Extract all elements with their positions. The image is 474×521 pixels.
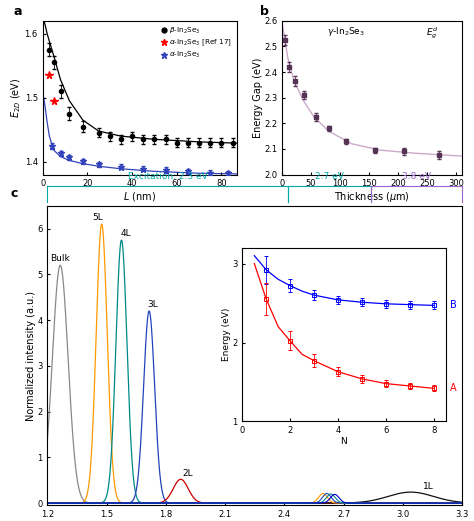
X-axis label: N: N [341, 437, 347, 446]
Text: Bulk: Bulk [50, 254, 70, 263]
Y-axis label: Energy Gap (eV): Energy Gap (eV) [253, 57, 263, 138]
X-axis label: Thickness ($\mu$m): Thickness ($\mu$m) [334, 190, 410, 204]
Text: a: a [13, 5, 22, 18]
Text: 1L: 1L [423, 482, 433, 491]
Text: 4L: 4L [120, 229, 131, 238]
Legend: $\beta$-In$_2$Se$_3$, $\alpha$-In$_2$Se$_3$ [Ref 17], $\alpha$-In$_2$Se$_3$: $\beta$-In$_2$Se$_3$, $\alpha$-In$_2$Se$… [160, 24, 233, 62]
Y-axis label: Normalized intensity (a.u.): Normalized intensity (a.u.) [26, 291, 36, 420]
Text: B: B [450, 301, 457, 311]
Y-axis label: $E_{2D}$ (eV): $E_{2D}$ (eV) [9, 78, 23, 118]
Text: b: b [260, 5, 269, 18]
Text: $E_g^d$: $E_g^d$ [426, 26, 438, 41]
X-axis label: $L$ (nm): $L$ (nm) [123, 190, 156, 203]
Text: 2.7 eV: 2.7 eV [315, 172, 344, 181]
Text: 5L: 5L [92, 213, 103, 222]
Text: $\gamma$-In$_2$Se$_3$: $\gamma$-In$_2$Se$_3$ [327, 26, 365, 39]
Text: A: A [450, 383, 457, 393]
Y-axis label: Energy (eV): Energy (eV) [222, 308, 231, 361]
Text: 3.8 eV: 3.8 eV [402, 172, 431, 181]
Text: 3L: 3L [148, 300, 158, 309]
Text: Excitation: 2.3 eV: Excitation: 2.3 eV [128, 172, 208, 181]
Text: c: c [10, 187, 18, 200]
Text: 2L: 2L [182, 469, 193, 478]
